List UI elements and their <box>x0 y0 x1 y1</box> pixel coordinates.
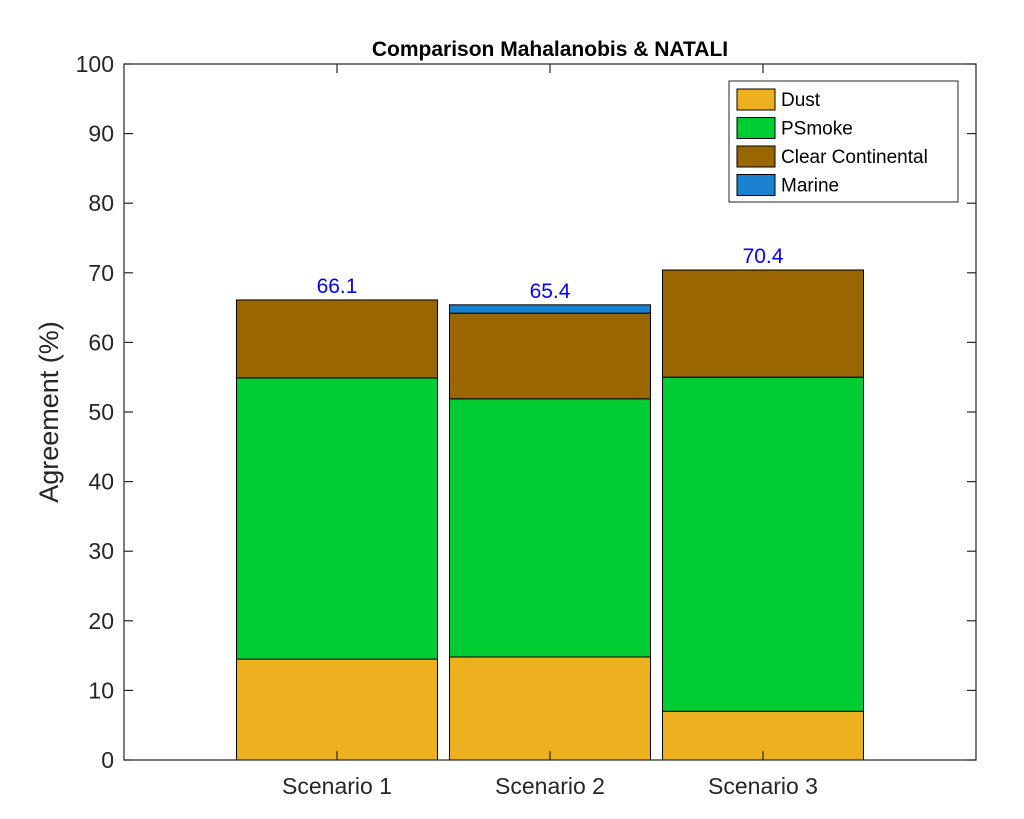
bar-segment-marine-2 <box>449 304 651 314</box>
x-tick-label-3: Scenario 3 <box>708 773 818 799</box>
y-tick-label-10: 10 <box>88 677 114 703</box>
y-axis-title: Agreement (%) <box>34 321 64 503</box>
bar-segment-clear-continental-2 <box>449 312 651 400</box>
x-tick-label-1: Scenario 1 <box>282 773 392 799</box>
bar-segment-psmoke-3 <box>662 376 864 712</box>
y-tick-label-20: 20 <box>88 608 114 634</box>
bar-segment-clear-continental-1 <box>236 299 438 379</box>
legend-swatch-clear-continental <box>736 145 776 168</box>
bar-segment-psmoke-2 <box>449 398 651 658</box>
chart-title: Comparison Mahalanobis & NATALI <box>372 38 728 61</box>
y-tick-label-100: 100 <box>76 51 114 77</box>
bar-segment-dust-2 <box>449 656 651 761</box>
total-label-2: 65.4 <box>530 280 571 303</box>
bar-segment-clear-continental-3 <box>662 269 864 378</box>
y-tick-label-30: 30 <box>88 538 114 564</box>
legend-label-marine: Marine <box>781 176 839 197</box>
legend: Dust PSmoke Clear Continental Marine <box>728 80 959 203</box>
legend-swatch-marine <box>736 174 776 196</box>
bar-segment-psmoke-1 <box>236 377 438 660</box>
legend-label-dust: Dust <box>781 90 821 111</box>
legend-label-clear-continental: Clear Continental <box>781 147 928 168</box>
y-tick-label-40: 40 <box>88 469 114 495</box>
total-label-1: 66.1 <box>317 275 358 298</box>
y-tick-label-50: 50 <box>88 399 114 425</box>
legend-swatch-psmoke <box>736 117 776 139</box>
legend-label-psmoke: PSmoke <box>781 119 853 140</box>
y-tick-label-60: 60 <box>88 329 114 355</box>
y-tick-label-90: 90 <box>88 121 114 147</box>
legend-swatch-dust <box>736 88 776 111</box>
y-tick-label-70: 70 <box>88 260 114 286</box>
total-label-3: 70.4 <box>743 245 784 268</box>
axis-ticks: 0 10 20 30 40 50 60 70 80 90 100 Scenario 1 Scenario… <box>76 51 977 799</box>
y-tick-label-0: 0 <box>101 747 114 773</box>
x-tick-label-2: Scenario 2 <box>495 773 605 799</box>
y-tick-label-80: 80 <box>88 190 114 216</box>
bar-segment-dust-1 <box>236 658 438 761</box>
